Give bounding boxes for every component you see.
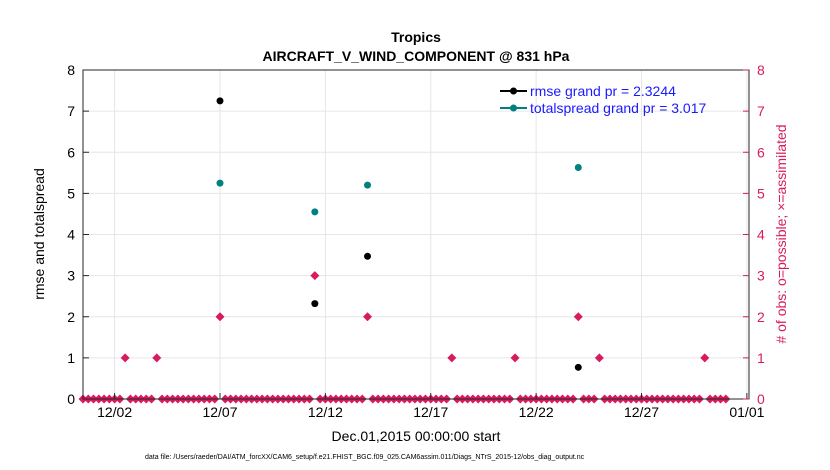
y-tick-label-right: 4 [757,227,765,243]
obs-count-marker [700,353,710,363]
obs-count-marker [594,353,604,363]
totalspread-point [574,163,582,171]
obs-count-marker [152,353,162,363]
obs-count-marker [310,271,320,281]
x-tick-label: 01/01 [729,404,764,420]
obs-count-marker [510,353,520,363]
y-tick-label-right: 7 [757,103,765,119]
totalspread-point [311,208,319,216]
y-tick-label-right: 2 [757,309,765,325]
obs-count-marker [120,353,130,363]
x-tick-label: 12/12 [308,404,343,420]
y-tick-label-right: 3 [757,268,765,284]
y-tick-label-left: 5 [67,185,75,201]
x-tick-label: 12/27 [624,404,659,420]
x-tick-label: 12/17 [413,404,448,420]
y-tick-label-left: 3 [67,268,75,284]
chart-subtitle: AIRCRAFT_V_WIND_COMPONENT @ 831 hPa [263,48,570,64]
obs-count-marker [215,312,225,322]
y-tick-label-right: 8 [757,62,765,78]
x-tick-label: 12/22 [519,404,554,420]
obs-count-marker [573,312,583,322]
rmse-point [311,300,319,308]
chart-title: Tropics [391,29,441,45]
obs-count-marker [447,353,457,363]
y-tick-label-left: 4 [67,227,75,243]
y-tick-label-right: 5 [757,185,765,201]
x-tick-label: 12/02 [97,404,132,420]
y-tick-label-left: 1 [67,350,75,366]
y-tick-label-left: 6 [67,144,75,160]
y-tick-label-left: 8 [67,62,75,78]
rmse-point [364,252,372,260]
y-axis-label-left: rmse and totalspread [31,168,47,300]
obs-count-marker [363,312,373,322]
y-tick-label-left: 2 [67,309,75,325]
grid [83,69,749,400]
y-tick-label-left: 0 [67,391,75,407]
footnote: data file: /Users/raeder/DAI/ATM_forcXX/… [145,454,585,461]
totalspread-point [216,179,224,187]
rmse-point [216,97,224,105]
rmse-point [574,363,582,371]
y-tick-label-right: 1 [757,350,765,366]
x-axis: 12/02 12/07 12/12 12/17 12/22 12/27 01/01 [97,393,765,420]
legend-totalspread-marker [510,104,517,112]
y-axis-label-right: # of obs: o=possible; ×=assimilated [773,124,789,343]
legend: rmse grand pr = 2.3244 totalspread grand… [500,83,707,116]
x-axis-label: Dec.01,2015 00:00:00 start [332,428,501,444]
y-axis: 0 0 1 1 2 2 3 3 4 4 5 5 6 6 7 7 8 8 [67,62,765,407]
legend-rmse-label: rmse grand pr = 2.3244 [530,83,676,99]
y-tick-label-left: 7 [67,103,75,119]
legend-totalspread-label: totalspread grand pr = 3.017 [530,100,707,116]
y-tick-label-right: 6 [757,144,765,160]
totalspread-point [364,181,372,189]
x-tick-label: 12/07 [202,404,237,420]
legend-rmse-marker [510,87,517,95]
y-tick-label-right: 0 [757,391,765,407]
